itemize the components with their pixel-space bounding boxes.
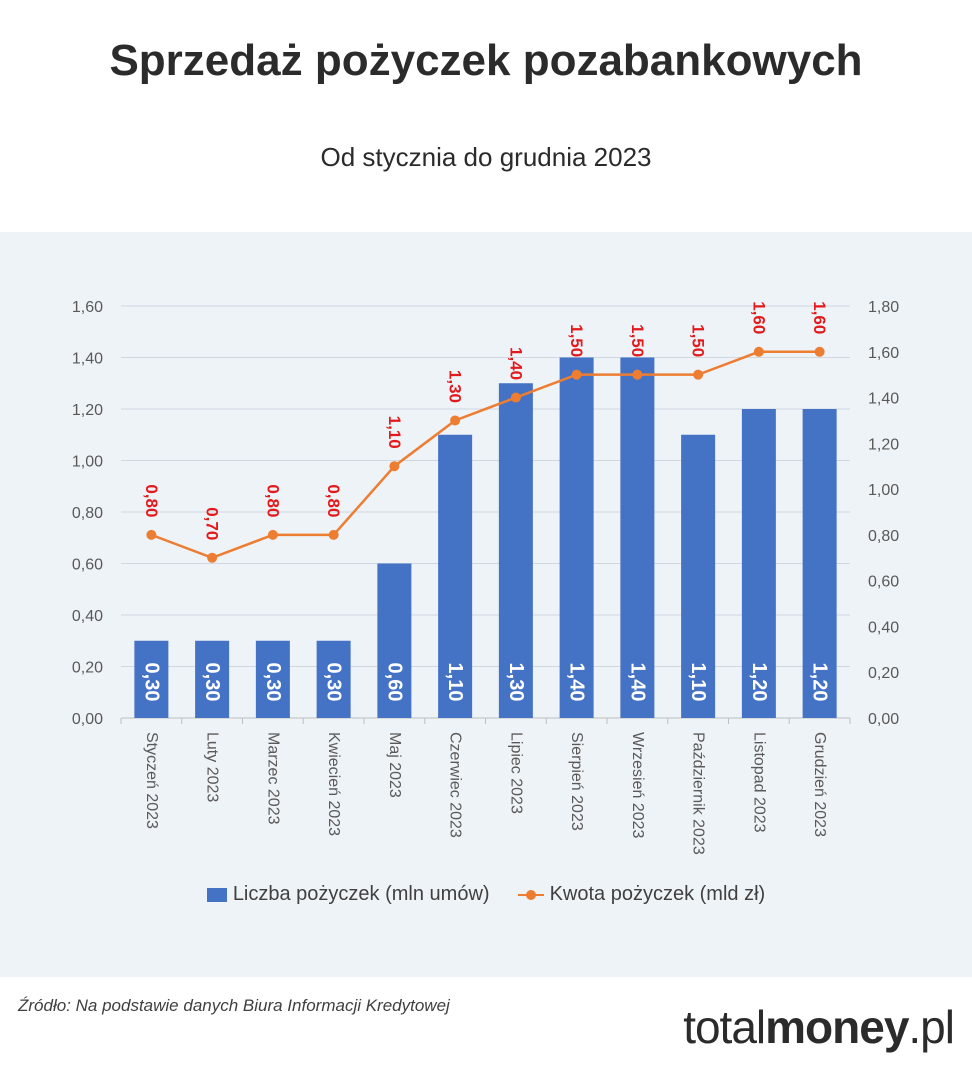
line-marker: [510, 392, 521, 403]
bar-data-label: 1,10: [687, 663, 709, 702]
legend-swatch-bar: [206, 887, 227, 902]
y-right-tick-label: 1,40: [868, 391, 899, 408]
line-data-label: 1,60: [810, 301, 829, 334]
y-right-tick-label: 0,40: [868, 619, 899, 636]
x-category-label: Listopad 2023: [750, 732, 767, 833]
x-category-label: Maj 2023: [386, 732, 403, 798]
bar-data-label: 1,20: [809, 663, 831, 702]
line-data-label: 0,80: [142, 484, 161, 517]
line-marker: [814, 346, 825, 357]
bar: [620, 357, 655, 718]
bar: [316, 640, 351, 718]
x-category-label: Lipiec 2023: [507, 732, 524, 814]
y-left-tick-label: 0,60: [72, 557, 103, 574]
line-data-label: 1,40: [506, 347, 525, 380]
line-data-label: 1,50: [689, 324, 708, 357]
bar-data-label: 1,10: [444, 663, 466, 702]
x-category-label: Sierpień 2023: [568, 732, 585, 831]
chart-svg: 0,00 0,20 0,40 0,60 0,80 1,00 1,20 1,40 1,60 0,00…: [72, 299, 899, 855]
x-category-label: Grudzień 2023: [811, 732, 828, 837]
bar-data-label: 1,40: [626, 663, 648, 702]
line-marker: [632, 369, 643, 380]
line-data-label: 0,70: [203, 507, 222, 540]
line-data-label: 1,10: [385, 416, 404, 449]
line-marker: [450, 415, 461, 426]
x-category-label: Kwiecień 2023: [325, 732, 342, 836]
logo-part-pl: .pl: [908, 1001, 955, 1053]
line-data-label: 1,30: [446, 370, 465, 403]
chart-subtitle: Od stycznia do grudnia 2023: [320, 142, 652, 172]
chart-title: Sprzedaż pożyczek pozabankowych: [109, 36, 863, 85]
logo-part-total: total: [683, 1001, 766, 1053]
y-right-tick-label: 1,80: [868, 299, 899, 316]
line-data-label: 1,60: [749, 301, 768, 334]
bar-data-label: 0,30: [262, 663, 284, 702]
y-right-tick-label: 1,20: [868, 436, 899, 453]
line-data-label: 0,80: [324, 484, 343, 517]
bar-data-label: 1,30: [505, 663, 527, 702]
line-series: [150, 350, 820, 560]
y-left-tick-label: 0,00: [72, 711, 103, 728]
line-data-label: 1,50: [628, 324, 647, 357]
y-left-tick-label: 0,80: [72, 505, 103, 522]
y-right-tick-label: 0,00: [868, 711, 899, 728]
bar-data-label: 1,20: [748, 663, 770, 702]
x-category-label: Marzec 2023: [264, 732, 281, 825]
logo: totalmoney.pl: [683, 1000, 955, 1054]
bar: [741, 409, 776, 718]
x-category-label: Wrzesień 2023: [629, 732, 646, 839]
bar-data-label: 0,30: [140, 663, 162, 702]
y-left-tick-label: 1,20: [72, 402, 103, 419]
line-marker: [146, 529, 157, 540]
x-category-label: Styczeń 2023: [143, 732, 160, 829]
bar: [559, 357, 594, 718]
bar: [195, 640, 230, 718]
legend: Liczba pożyczek (mln umów) Kwota pożycze…: [0, 883, 972, 906]
source-note: Źródło: Na podstawie danych Biura Inform…: [18, 996, 450, 1015]
y-right-tick-label: 1,60: [868, 345, 899, 362]
line-marker: [207, 552, 218, 563]
legend-item-line: Kwota pożyczek (mld zł): [517, 883, 766, 906]
y-right-tick-label: 0,80: [868, 528, 899, 545]
bar: [255, 640, 290, 718]
chart-panel: 0,00 0,20 0,40 0,60 0,80 1,00 1,20 1,40 1,60 0,00…: [0, 232, 972, 977]
line-marker: [328, 529, 339, 540]
x-category-label: Luty 2023: [204, 732, 221, 802]
bar-data-label: 0,30: [323, 663, 345, 702]
bar: [438, 434, 473, 718]
y-right-tick-label: 0,20: [868, 665, 899, 682]
y-left-tick-label: 0,20: [72, 660, 103, 677]
y-left-tick-label: 0,40: [72, 608, 103, 625]
bar: [377, 563, 412, 718]
line-marker: [267, 529, 278, 540]
legend-label-bars: Liczba pożyczek (mln umów): [232, 883, 490, 905]
y-left-tick-label: 1,60: [72, 299, 103, 316]
bar-data-label: 1,40: [566, 663, 588, 702]
logo-part-money: money: [765, 1001, 909, 1053]
bar: [498, 383, 533, 718]
line-marker: [571, 369, 582, 380]
bar: [802, 409, 837, 718]
x-category-label: Czerwiec 2023: [447, 732, 464, 838]
y-left-tick-label: 1,40: [72, 351, 103, 368]
line-marker: [693, 369, 704, 380]
legend-label-line: Kwota pożyczek (mld zł): [549, 883, 766, 905]
bar-data-label: 0,60: [383, 663, 405, 702]
x-category-label: Październik 2023: [690, 732, 707, 855]
line-marker: [753, 346, 764, 357]
bar: [681, 434, 716, 718]
y-right-tick-label: 1,00: [868, 482, 899, 499]
y-left-tick-label: 1,00: [72, 454, 103, 471]
bar-data-label: 0,30: [201, 663, 223, 702]
line-marker: [389, 461, 400, 472]
line-data-label: 0,80: [263, 484, 282, 517]
line-data-label: 1,50: [567, 324, 586, 357]
y-right-tick-label: 0,60: [868, 574, 899, 591]
legend-item-bars: Liczba pożyczek (mln umów): [206, 883, 490, 906]
bar: [134, 640, 169, 718]
legend-swatch-line: [517, 888, 544, 902]
